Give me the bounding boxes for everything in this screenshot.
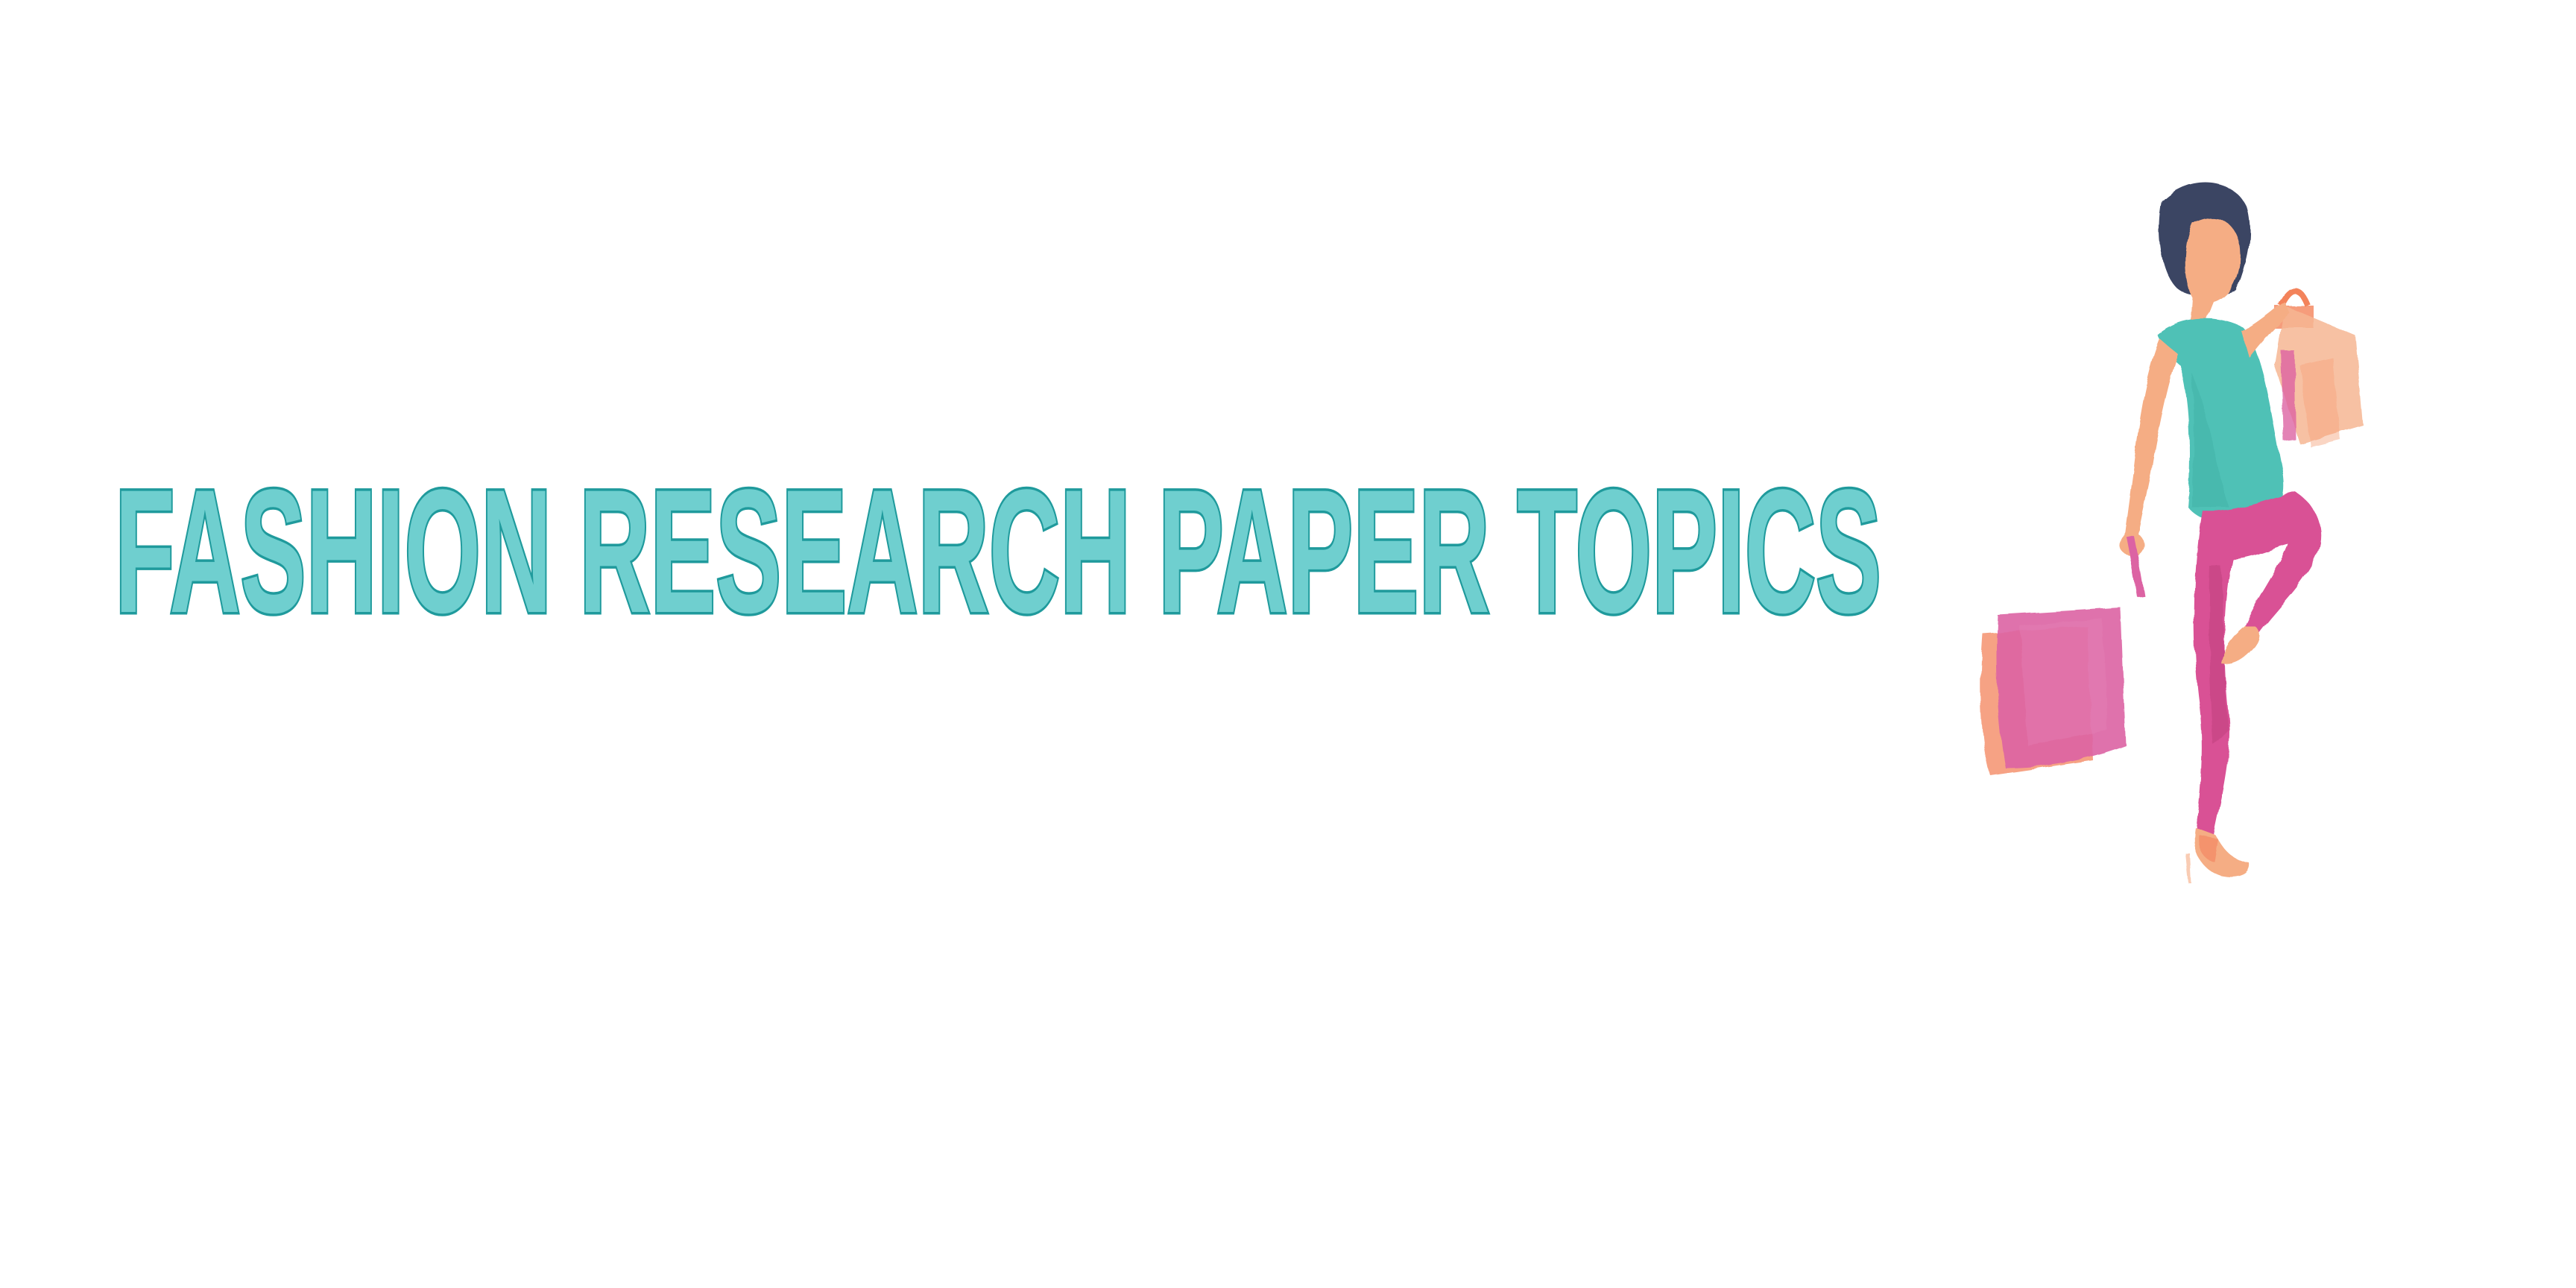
left-arm [2124, 339, 2178, 538]
shopping-woman-icon [1980, 182, 2363, 883]
face [2185, 218, 2241, 321]
title-text: FASHION RESEARCH PAPER TOPICS [115, 466, 1881, 637]
page-title: FASHION RESEARCH PAPER TOPICS [112, 466, 1886, 637]
title-svg: FASHION RESEARCH PAPER TOPICS [113, 466, 1884, 637]
leggings [2194, 492, 2321, 835]
raised-foot [2221, 626, 2260, 665]
dress [2158, 319, 2284, 524]
shopping-woman-illustration [1968, 179, 2430, 909]
shopping-bag-right [2275, 288, 2363, 447]
shopping-bag-left [1980, 536, 2144, 775]
